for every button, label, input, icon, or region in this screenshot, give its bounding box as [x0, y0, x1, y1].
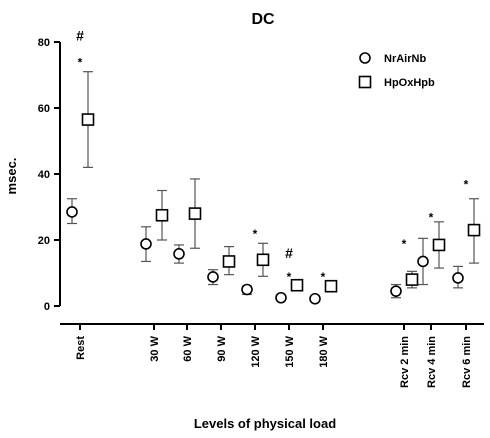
point-hpoxhpb: [222, 255, 236, 268]
annotation-hash: #: [76, 27, 84, 43]
annotation-star: *: [464, 178, 469, 192]
legend-marker-circle: [359, 52, 371, 64]
point-nrairnb: [207, 271, 219, 283]
point-hpoxhpb: [290, 278, 304, 292]
x-axis-label: Levels of physical load: [194, 416, 336, 431]
legend-marker-square: [358, 75, 372, 89]
x-tick-label: Rcv 4 min: [426, 336, 438, 388]
point-hpoxhpb: [324, 279, 338, 293]
point-hpoxhpb: [405, 273, 419, 286]
markers: [66, 113, 481, 305]
x-axis: Rest 30 W 60 W 90 W 120 W 150 W 180 W Rcv 2 min…: [60, 323, 484, 388]
x-tick-label: 90 W: [216, 335, 228, 361]
point-nrairnb: [452, 272, 464, 284]
y-axis: 0 20 40 60 80: [38, 37, 61, 313]
point-nrairnb: [390, 285, 402, 297]
point-nrairnb: [417, 255, 429, 268]
point-hpoxhpb: [155, 208, 169, 222]
x-tick-label: 30 W: [149, 335, 161, 361]
annotation-star: *: [78, 56, 83, 70]
x-tick-label: 120 W: [250, 335, 262, 367]
annotation-star: *: [253, 227, 258, 241]
x-tick-label: Rcv 2 min: [399, 336, 411, 388]
point-nrairnb: [241, 283, 253, 296]
legend: NrAirNb HpOxHpb: [358, 52, 435, 89]
point-nrairnb: [275, 291, 287, 304]
legend-label: NrAirNb: [384, 53, 426, 65]
y-tick-label: 20: [38, 235, 50, 247]
annotation-hash: #: [285, 245, 293, 261]
point-nrairnb: [66, 206, 78, 218]
annotation-star: *: [402, 237, 407, 251]
x-tick-label: 150 W: [284, 335, 296, 367]
point-hpoxhpb: [188, 207, 202, 220]
annotations: # * * # * * * * *: [76, 27, 469, 284]
y-tick-label: 60: [38, 103, 50, 115]
point-hpoxhpb: [256, 253, 270, 267]
point-nrairnb: [309, 292, 321, 305]
annotation-star: *: [287, 270, 292, 284]
y-tick-label: 40: [38, 169, 50, 181]
point-nrairnb: [140, 238, 152, 250]
x-tick-label: 60 W: [182, 335, 194, 361]
point-nrairnb: [173, 248, 185, 260]
point-hpoxhpb: [432, 238, 446, 252]
y-tick-label: 80: [38, 37, 50, 49]
annotation-star: *: [321, 270, 326, 284]
x-tick-label: 180 W: [318, 335, 330, 367]
annotation-star: *: [429, 211, 434, 225]
y-axis-label: msec.: [4, 158, 19, 195]
x-tick-label: Rcv 6 min: [461, 336, 473, 388]
legend-label: HpOxHpb: [384, 77, 435, 89]
y-tick-label: 0: [44, 301, 50, 313]
x-tick-label: Rest: [75, 336, 87, 360]
point-hpoxhpb: [467, 223, 481, 237]
chart-title: DC: [251, 11, 275, 28]
point-hpoxhpb: [81, 113, 95, 126]
error-bars: [67, 71, 479, 302]
